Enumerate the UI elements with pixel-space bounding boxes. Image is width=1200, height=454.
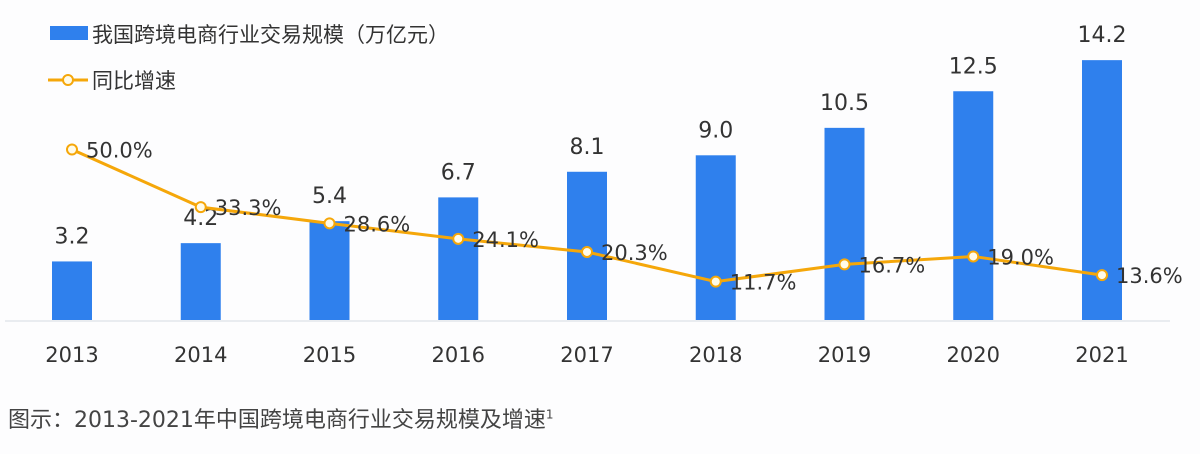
bar-label-2017: 8.1	[570, 135, 605, 160]
bar-label-2018: 9.0	[698, 118, 733, 143]
caption-text: 图示：2013-2021年中国跨境电商行业交易规模及增速	[8, 408, 546, 433]
line-point-2021	[1096, 269, 1108, 282]
line-point-2015	[323, 217, 336, 230]
line-label-2020: 19.0%	[987, 245, 1054, 269]
legend-bar-swatch	[50, 26, 88, 40]
bar-label-2015: 5.4	[312, 184, 347, 209]
x-tick-2018: 2018	[689, 343, 742, 367]
line-point-2020	[967, 250, 980, 263]
bar-2016	[438, 197, 479, 320]
bar-2013	[52, 261, 92, 320]
bar-2018	[695, 155, 736, 320]
line-label-2021: 13.6%	[1116, 264, 1183, 288]
line-point-2017	[581, 245, 593, 258]
line-label-2019: 16.7%	[859, 253, 926, 277]
x-tick-2016: 2016	[432, 343, 485, 367]
legend-line-marker	[62, 74, 74, 86]
line-label-2017: 20.3%	[601, 241, 668, 265]
line-point-2016	[452, 232, 465, 245]
bar-2014	[180, 243, 221, 320]
x-tick-2013: 2013	[45, 343, 98, 367]
line-label-2014: 33.3%	[215, 196, 282, 220]
bar-label-2021: 14.2	[1078, 23, 1127, 48]
legend-line-label: 同比增速	[92, 69, 176, 93]
x-tick-2020: 2020	[947, 343, 1000, 367]
line-point-2014	[194, 201, 207, 214]
line-label-2016: 24.1%	[472, 228, 539, 252]
line-label-2013: 50.0%	[86, 139, 153, 163]
x-tick-2015: 2015	[303, 343, 356, 367]
line-point-2019	[838, 258, 851, 271]
legend-bar-label: 我国跨境电商行业交易规模（万亿元）	[92, 23, 449, 47]
bar-2020	[953, 91, 994, 320]
x-tick-2021: 2021	[1075, 343, 1128, 367]
bar-2017	[567, 171, 607, 320]
line-label-2018: 11.7%	[730, 271, 797, 295]
line-point-2018	[709, 275, 722, 288]
bar-label-2016: 6.7	[441, 160, 476, 185]
caption: 图示：2013-2021年中国跨境电商行业交易规模及增速1	[8, 402, 554, 434]
x-tick-2017: 2017	[560, 343, 613, 367]
line-label-2015: 28.6%	[344, 212, 411, 236]
caption-footnote: 1	[545, 407, 554, 422]
bar-label-2020: 12.5	[949, 54, 998, 79]
line-point-2013	[66, 143, 78, 156]
bar-label-2019: 10.5	[820, 91, 869, 116]
x-tick-2014: 2014	[174, 343, 227, 367]
bar-2019	[824, 127, 865, 320]
bar-label-2013: 3.2	[55, 224, 90, 249]
bar-2015	[309, 221, 350, 320]
x-tick-2019: 2019	[818, 343, 871, 367]
